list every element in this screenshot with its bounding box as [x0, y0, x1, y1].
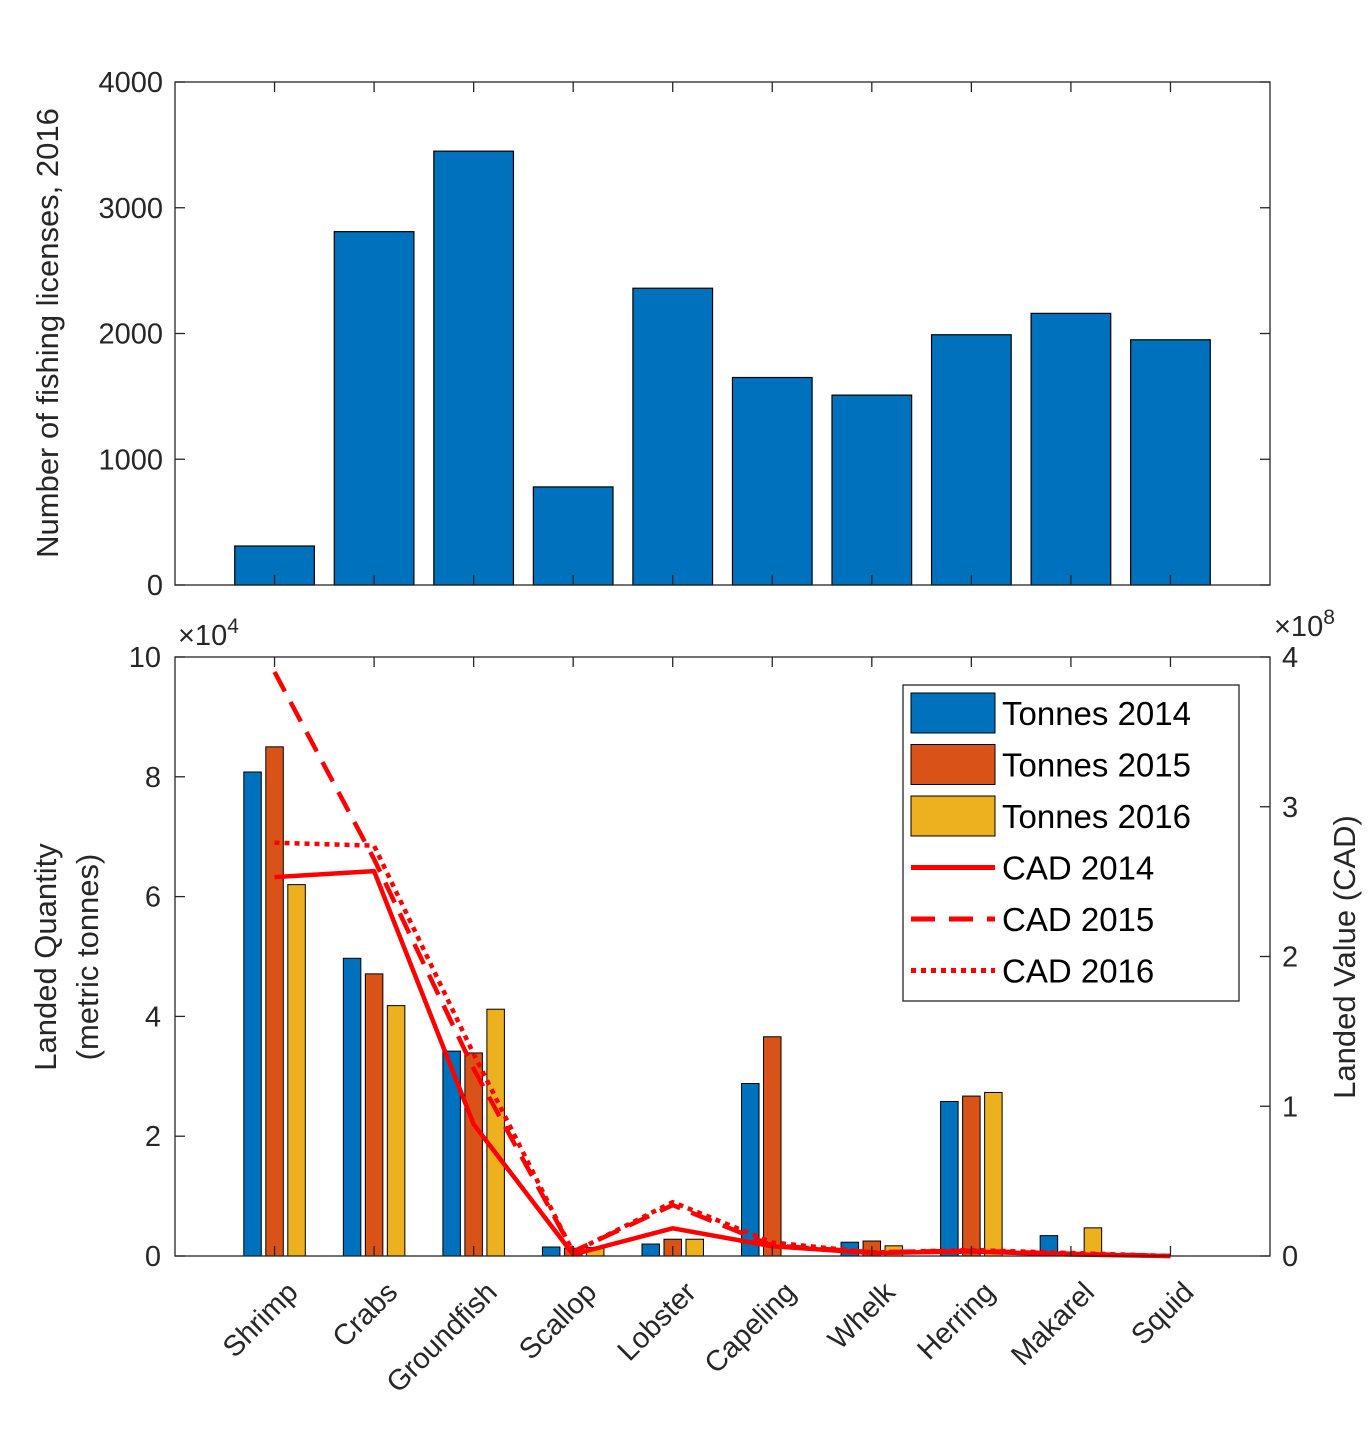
y-exponent-label: ×104 — [178, 615, 239, 652]
category-label: Makarel — [1005, 1276, 1101, 1372]
y-tick-label: 1000 — [98, 444, 163, 476]
y2-exponent-power: 8 — [1323, 606, 1335, 629]
quantity-bar — [486, 1008, 505, 1257]
quantity-bar — [265, 746, 284, 1257]
legend-label: Tonnes 2014 — [1002, 695, 1191, 732]
y-tick-label: 0 — [147, 570, 163, 602]
y-axis-label: Number of fishing licenses, 2016 — [30, 108, 65, 558]
y2-tick-label: 4 — [1282, 642, 1298, 674]
category-label: Capeling — [699, 1276, 803, 1380]
y-tick-label: 0 — [145, 1241, 161, 1273]
y-tick-label: 3000 — [98, 193, 163, 225]
license-bar — [930, 334, 1012, 586]
legend-label: Tonnes 2015 — [1002, 747, 1191, 784]
y2-tick-label: 0 — [1282, 1241, 1298, 1273]
category-label: Scallop — [513, 1276, 603, 1366]
category-label: Squid — [1125, 1276, 1200, 1351]
legend-swatch — [910, 744, 996, 785]
licenses-chart: 0 1000 2000 3000 4000 Number of fishing licen… — [30, 67, 1271, 602]
y-tick-label: 2000 — [98, 319, 163, 351]
category-label: Herring — [911, 1276, 1001, 1366]
y-tick-label: 4000 — [98, 67, 163, 99]
y-tick-label: 4 — [145, 1001, 161, 1033]
quantity-bar — [641, 1243, 660, 1257]
y2-axis-label: Landed Value (CAD) — [1327, 815, 1362, 1099]
legend-label: Tonnes 2016 — [1002, 798, 1191, 835]
legend-swatch — [910, 795, 996, 837]
license-bar — [333, 231, 415, 586]
quantity-bar — [940, 1100, 959, 1257]
license-bar — [731, 376, 813, 586]
y-tick-label: 8 — [145, 762, 161, 794]
quantity-bar — [541, 1246, 561, 1257]
y2-tick-label: 3 — [1282, 792, 1298, 824]
license-bar — [1130, 339, 1211, 586]
quantity-bar — [962, 1095, 981, 1257]
license-bar — [433, 150, 515, 586]
quantity-bar — [763, 1036, 782, 1257]
quantity-bar — [685, 1238, 704, 1257]
legend-box — [902, 684, 1240, 1002]
category-label: Lobster — [612, 1276, 703, 1367]
category-label: Shrimp — [217, 1276, 305, 1364]
quantity-bar — [984, 1091, 1003, 1257]
legend-label: CAD 2016 — [1002, 953, 1154, 990]
quantity-bar — [364, 973, 384, 1257]
y2-tick-label: 2 — [1282, 942, 1298, 974]
legend-label: CAD 2015 — [1002, 901, 1154, 938]
y2-exponent-label: ×108 — [1274, 606, 1335, 643]
license-bar — [532, 486, 614, 586]
y-axis-label-line2: (metric tonnes) — [70, 854, 105, 1061]
y-exponent-power: 4 — [227, 615, 239, 638]
quantity-bar — [342, 957, 362, 1257]
y-tick-label: 2 — [145, 1121, 161, 1153]
y-tick-label: 6 — [145, 882, 161, 914]
license-bar — [831, 394, 913, 586]
value-line — [274, 840, 1171, 1259]
legend-swatch — [910, 692, 996, 734]
quantity-bar — [243, 771, 262, 1257]
license-bar — [632, 287, 714, 586]
y-tick-label: 10 — [129, 642, 161, 674]
category-label: Crabs — [327, 1276, 404, 1353]
quantity-bar — [287, 884, 306, 1257]
y-axis-label-line1: Landed Quantity — [28, 843, 63, 1071]
legend-label: CAD 2014 — [1002, 850, 1154, 887]
quantity-bar — [386, 1005, 406, 1257]
license-bar — [1030, 312, 1112, 586]
category-label: Whelk — [822, 1276, 902, 1356]
y2-tick-label: 1 — [1282, 1091, 1298, 1123]
